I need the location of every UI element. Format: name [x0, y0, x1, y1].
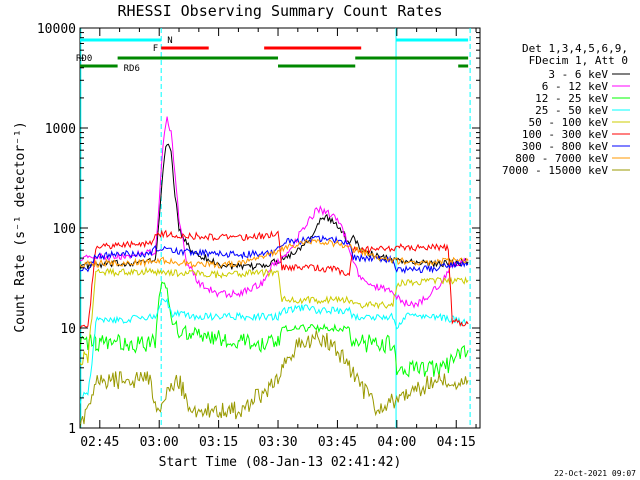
- y-tick-label-1: 10: [60, 322, 76, 337]
- x-axis-label: Start Time (08-Jan-13 02:41:42): [159, 455, 402, 470]
- x-axis: 02:45 03:00 03:15 03:30 03:45 04:00 04:15: [79, 28, 477, 450]
- x-tick-label-1: 03:00: [140, 435, 179, 450]
- legend-header-1: FDecim 1, Att 0: [529, 54, 628, 67]
- legend: Det 1,3,4,5,6,9,FDecim 1, Att 03 - 6 keV…: [502, 42, 630, 177]
- x-tick-label-6: 04:15: [437, 435, 476, 450]
- y-tick-label-2: 100: [53, 222, 76, 237]
- series-line-4: [80, 266, 469, 366]
- y-axis-label: Count Rate (s⁻¹ detector⁻¹): [13, 121, 28, 332]
- y-tick-label-0: 1: [68, 422, 76, 437]
- legend-label-2: 12 - 25 keV: [535, 92, 608, 105]
- legend-label-1: 6 - 12 keV: [542, 80, 609, 93]
- state-bar-label-rd0: RD0: [76, 54, 92, 64]
- x-tick-label-3: 03:30: [258, 435, 297, 450]
- x-tick-label-0: 02:45: [80, 435, 119, 450]
- data-layer: [80, 28, 471, 428]
- series-line-8: [80, 330, 469, 428]
- y-axis: 1 10 100 1000 10000: [37, 22, 480, 437]
- legend-label-8: 7000 - 15000 keV: [502, 164, 608, 177]
- legend-label-6: 300 - 800 keV: [522, 140, 608, 153]
- x-tick-label-4: 03:45: [318, 435, 357, 450]
- series-line-5: [80, 229, 469, 330]
- series-line-7: [80, 238, 469, 269]
- legend-label-4: 50 - 100 keV: [529, 116, 609, 129]
- legend-label-7: 800 - 7000 keV: [515, 152, 608, 165]
- series-line-1: [80, 116, 469, 309]
- x-tick-label-5: 04:00: [377, 435, 416, 450]
- y-tick-label-4: 10000: [37, 22, 76, 37]
- legend-label-0: 3 - 6 keV: [548, 68, 608, 81]
- state-bar-label-rd6: RD6: [124, 64, 140, 74]
- state-bar-label-f: F: [153, 44, 158, 54]
- timestamp: 22-Oct-2021 09:07: [554, 469, 636, 478]
- series-line-2: [80, 281, 469, 378]
- legend-label-3: 25 - 50 keV: [535, 104, 608, 117]
- chart-title: RHESSI Observing Summary Count Rates: [117, 2, 442, 20]
- plot-area: NF RD0 RD6: [76, 27, 481, 429]
- legend-label-5: 100 - 300 keV: [522, 128, 608, 141]
- x-tick-label-2: 03:15: [199, 435, 238, 450]
- state-bar-label-n: N: [167, 36, 172, 46]
- legend-header-0: Det 1,3,4,5,6,9,: [522, 42, 628, 55]
- series-line-6: [80, 234, 469, 275]
- y-tick-label-3: 1000: [45, 122, 76, 137]
- series-line-3: [80, 297, 469, 404]
